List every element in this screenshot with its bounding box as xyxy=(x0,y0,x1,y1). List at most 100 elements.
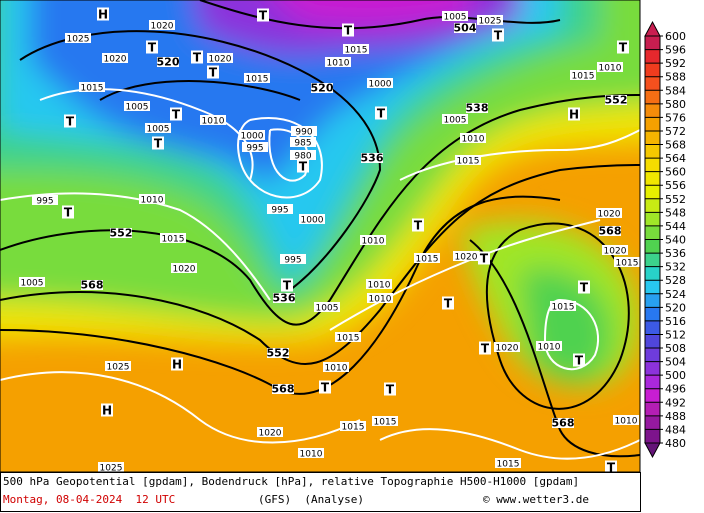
colorbar-segment xyxy=(645,402,660,416)
pressure-center: T xyxy=(299,160,308,174)
label-box xyxy=(494,342,520,352)
isobar-label: 1010 xyxy=(141,196,164,206)
geopotential-label: 536 xyxy=(361,152,384,165)
geopotential-label: 552 xyxy=(605,94,628,107)
label-box xyxy=(466,103,488,113)
label-box xyxy=(360,235,386,245)
isobar-label: 1010 xyxy=(538,343,561,353)
label-box xyxy=(171,357,183,371)
pressure-center: T xyxy=(414,219,423,233)
label-box xyxy=(298,448,324,458)
isobar-label: 1025 xyxy=(100,464,123,474)
label-box xyxy=(242,142,268,152)
colorbar-segment xyxy=(645,334,660,349)
label-box xyxy=(207,65,219,79)
label-box xyxy=(272,384,294,394)
label-box xyxy=(372,416,398,426)
label-box xyxy=(157,57,179,67)
label-box xyxy=(361,153,383,163)
label-box xyxy=(412,218,424,232)
label-box xyxy=(614,257,640,267)
model: (GFS) (Analyse) xyxy=(258,493,364,506)
colorbar-label: 512 xyxy=(665,328,686,341)
label-box xyxy=(281,278,293,292)
geopotential-label: 520 xyxy=(157,56,180,69)
label-box xyxy=(454,23,476,33)
isobar-label: 1015 xyxy=(416,255,439,265)
label-box xyxy=(342,23,354,37)
colorbar-segment xyxy=(645,375,660,389)
colorbar-label: 524 xyxy=(665,288,686,301)
label-box xyxy=(568,107,580,121)
isobar-label: 995 xyxy=(271,206,288,216)
colorbar-label: 488 xyxy=(665,410,686,423)
label-box xyxy=(314,302,340,312)
isobar-label: 1005 xyxy=(126,103,149,113)
isobar-label: 1010 xyxy=(368,281,391,291)
isobar-label: 1010 xyxy=(300,450,323,460)
label-box xyxy=(414,253,440,263)
isobar-label: 1015 xyxy=(457,157,480,167)
isobar-label: 1020 xyxy=(151,22,174,32)
pressure-center: H xyxy=(172,358,182,372)
pressure-center: H xyxy=(102,404,112,418)
label-box xyxy=(297,159,309,173)
pressure-center: T xyxy=(148,41,157,55)
isobar-label: 1015 xyxy=(616,259,639,269)
colorbar-segment xyxy=(645,130,660,145)
colorbar-label: 520 xyxy=(665,301,686,314)
colorbar-label: 540 xyxy=(665,234,686,247)
label-box xyxy=(550,301,576,311)
label-box xyxy=(597,62,623,72)
label-box xyxy=(291,126,317,136)
pressure-center: T xyxy=(283,279,292,293)
isobar-label: 980 xyxy=(294,152,311,162)
label-box xyxy=(552,418,574,428)
isobar-label: 1020 xyxy=(209,55,232,65)
isobar-label: 1015 xyxy=(572,72,595,82)
label-box xyxy=(578,280,590,294)
label-box xyxy=(367,78,393,88)
colorbar-label: 508 xyxy=(665,342,686,355)
isobar-label: 990 xyxy=(295,128,312,138)
label-box xyxy=(478,251,490,265)
colorbar-segment xyxy=(645,212,660,226)
isobar-label: 1010 xyxy=(325,364,348,374)
isobar-label: 1005 xyxy=(444,116,467,126)
isobar-label: 985 xyxy=(294,139,311,149)
label-box xyxy=(65,33,91,43)
colorbar-segment xyxy=(645,36,660,50)
pressure-center: T xyxy=(193,51,202,65)
label-box xyxy=(299,214,325,224)
isobar-label: 1015 xyxy=(552,303,575,313)
colorbar-segment xyxy=(645,185,660,199)
pressure-center: T xyxy=(480,252,489,266)
label-box xyxy=(442,11,468,21)
pressure-center: T xyxy=(377,107,386,121)
pressure-center: T xyxy=(259,9,268,23)
label-box xyxy=(343,44,369,54)
label-box xyxy=(495,458,521,468)
label-box xyxy=(613,415,639,425)
colorbar-label: 480 xyxy=(665,437,686,450)
geopotential-label: 568 xyxy=(599,225,622,238)
isobar-label: 1000 xyxy=(241,132,264,142)
colorbar-segment xyxy=(645,388,660,403)
colorbar-segment xyxy=(645,225,660,240)
label-box xyxy=(239,130,265,140)
colorbar-segment xyxy=(645,348,660,362)
isobar-label: 1000 xyxy=(301,216,324,226)
colorbar-segment xyxy=(645,90,660,104)
geopotential-label: 552 xyxy=(110,227,133,240)
colorbar-arrow-top xyxy=(644,20,661,37)
isobar-label: 1015 xyxy=(345,46,368,56)
isobar-label: 1010 xyxy=(615,417,638,427)
isobar-label: 1015 xyxy=(162,235,185,245)
colorbar-label: 548 xyxy=(665,206,686,219)
colorbar-segment xyxy=(645,280,660,294)
pressure-center: T xyxy=(64,206,73,220)
label-box xyxy=(32,195,58,205)
description: 500 hPa Geopotential [gpdam], Bodendruck… xyxy=(3,475,580,488)
